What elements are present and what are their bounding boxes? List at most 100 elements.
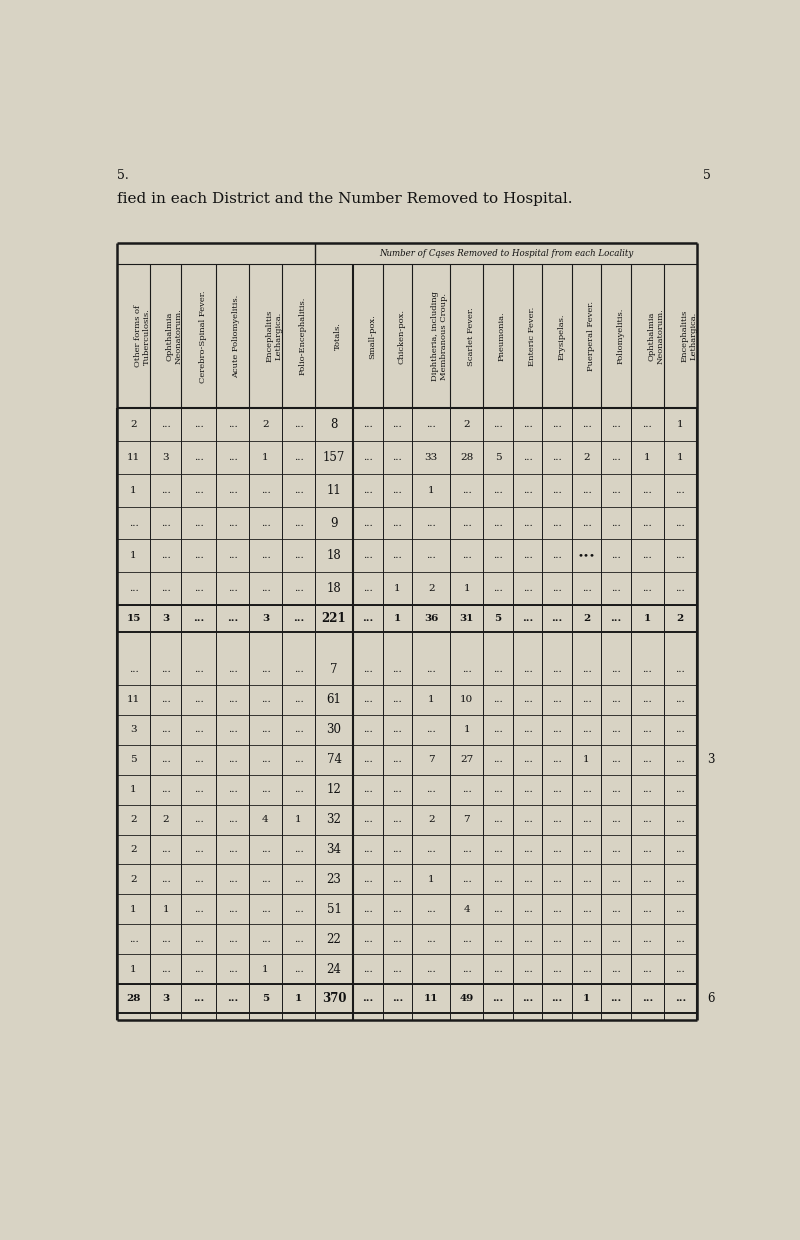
- Text: ...: ...: [582, 844, 591, 854]
- Text: 3: 3: [130, 725, 137, 734]
- Text: ...: ...: [261, 584, 270, 593]
- Text: 1: 1: [428, 875, 434, 884]
- Text: 1: 1: [130, 965, 137, 973]
- Text: ...: ...: [552, 518, 562, 527]
- Text: 7: 7: [428, 755, 434, 764]
- Text: Ophthalmia
Neonatorum.: Ophthalmia Neonatorum.: [647, 309, 665, 365]
- Text: Puerperal Fever.: Puerperal Fever.: [586, 301, 594, 371]
- Text: ...: ...: [642, 518, 652, 527]
- Text: ...: ...: [642, 666, 652, 675]
- Text: ...: ...: [362, 994, 374, 1003]
- Text: ...: ...: [522, 755, 533, 764]
- Text: ...: ...: [522, 875, 533, 884]
- Text: ...: ...: [393, 420, 402, 429]
- Text: ...: ...: [426, 935, 436, 944]
- Text: ...: ...: [493, 844, 503, 854]
- Text: Acute Poliomyelitis.: Acute Poliomyelitis.: [233, 295, 241, 378]
- Text: ...: ...: [363, 552, 373, 560]
- Text: ...: ...: [582, 486, 591, 495]
- Text: ...: ...: [261, 552, 270, 560]
- Text: Enteric Fever.: Enteric Fever.: [527, 306, 535, 366]
- Text: ...: ...: [363, 486, 373, 495]
- Text: ...: ...: [294, 666, 303, 675]
- Text: ...: ...: [426, 552, 436, 560]
- Text: 5: 5: [703, 169, 710, 182]
- Text: ...: ...: [227, 552, 238, 560]
- Text: ...: ...: [675, 666, 685, 675]
- Text: ...: ...: [393, 666, 402, 675]
- Text: ...: ...: [161, 486, 170, 495]
- Text: ...: ...: [227, 965, 238, 973]
- Text: Small-pox.: Small-pox.: [368, 314, 376, 358]
- Text: 18: 18: [326, 549, 342, 562]
- Text: ...: ...: [462, 935, 472, 944]
- Text: 1: 1: [644, 614, 651, 622]
- Text: ...: ...: [129, 935, 138, 944]
- Text: 3: 3: [162, 453, 169, 463]
- Text: ...: ...: [642, 965, 652, 973]
- Text: 2: 2: [583, 614, 590, 622]
- Text: ...: ...: [675, 875, 685, 884]
- Text: ...: ...: [642, 755, 652, 764]
- Text: 2: 2: [463, 420, 470, 429]
- Text: 5: 5: [262, 994, 269, 1003]
- Text: ...: ...: [522, 965, 533, 973]
- Text: ...: ...: [194, 844, 203, 854]
- Text: Cerebro-Spinal Fever.: Cerebro-Spinal Fever.: [198, 290, 206, 383]
- Text: ...: ...: [194, 965, 203, 973]
- Text: ...: ...: [261, 935, 270, 944]
- Text: ...: ...: [493, 905, 503, 914]
- Text: ...: ...: [493, 935, 503, 944]
- Text: ...: ...: [552, 815, 562, 825]
- Text: 33: 33: [425, 453, 438, 463]
- Text: ...: ...: [393, 965, 402, 973]
- Text: 2: 2: [677, 614, 684, 622]
- Text: ...: ...: [522, 584, 533, 593]
- Text: Encephalitis
Lethargica.: Encephalitis Lethargica.: [680, 310, 698, 362]
- Text: ...: ...: [642, 994, 653, 1003]
- Text: Totals.: Totals.: [334, 322, 342, 350]
- Text: ...: ...: [194, 935, 203, 944]
- Text: 1: 1: [463, 584, 470, 593]
- Text: ...: ...: [522, 552, 533, 560]
- Text: 74: 74: [326, 753, 342, 766]
- Text: 1: 1: [262, 965, 269, 973]
- Text: Scarlet Fever.: Scarlet Fever.: [466, 308, 474, 366]
- Text: ...: ...: [293, 614, 304, 622]
- Text: ...: ...: [642, 905, 652, 914]
- Text: ...: ...: [493, 486, 503, 495]
- Text: ...: ...: [675, 584, 685, 593]
- Text: ...: ...: [552, 725, 562, 734]
- Text: 15: 15: [126, 614, 141, 622]
- Text: 27: 27: [460, 755, 474, 764]
- Text: ...: ...: [522, 844, 533, 854]
- Text: 8: 8: [330, 418, 338, 432]
- Text: ...: ...: [261, 666, 270, 675]
- Text: 10: 10: [460, 696, 474, 704]
- Text: 5.: 5.: [117, 169, 129, 182]
- Text: ...: ...: [194, 785, 203, 794]
- Text: ...: ...: [227, 994, 238, 1003]
- Text: Polio-Encephalitis.: Polio-Encephalitis.: [298, 298, 306, 376]
- Text: ...: ...: [294, 420, 303, 429]
- Text: ...: ...: [522, 905, 533, 914]
- Text: ...: ...: [642, 420, 652, 429]
- Text: ...: ...: [552, 420, 562, 429]
- Text: ...: ...: [161, 844, 170, 854]
- Text: ...: ...: [426, 965, 436, 973]
- Text: ...: ...: [393, 696, 402, 704]
- Text: ...: ...: [462, 552, 472, 560]
- Text: ...: ...: [522, 420, 533, 429]
- Text: ...: ...: [161, 420, 170, 429]
- Text: ...: ...: [642, 696, 652, 704]
- Text: ...: ...: [493, 518, 503, 527]
- Text: ...: ...: [393, 725, 402, 734]
- Text: ...: ...: [227, 420, 238, 429]
- Text: ...: ...: [552, 844, 562, 854]
- Text: ...: ...: [194, 518, 203, 527]
- Text: ...: ...: [393, 935, 402, 944]
- Text: ...: ...: [492, 994, 504, 1003]
- Text: 51: 51: [326, 903, 342, 916]
- Text: ...: ...: [642, 935, 652, 944]
- Text: ...: ...: [426, 725, 436, 734]
